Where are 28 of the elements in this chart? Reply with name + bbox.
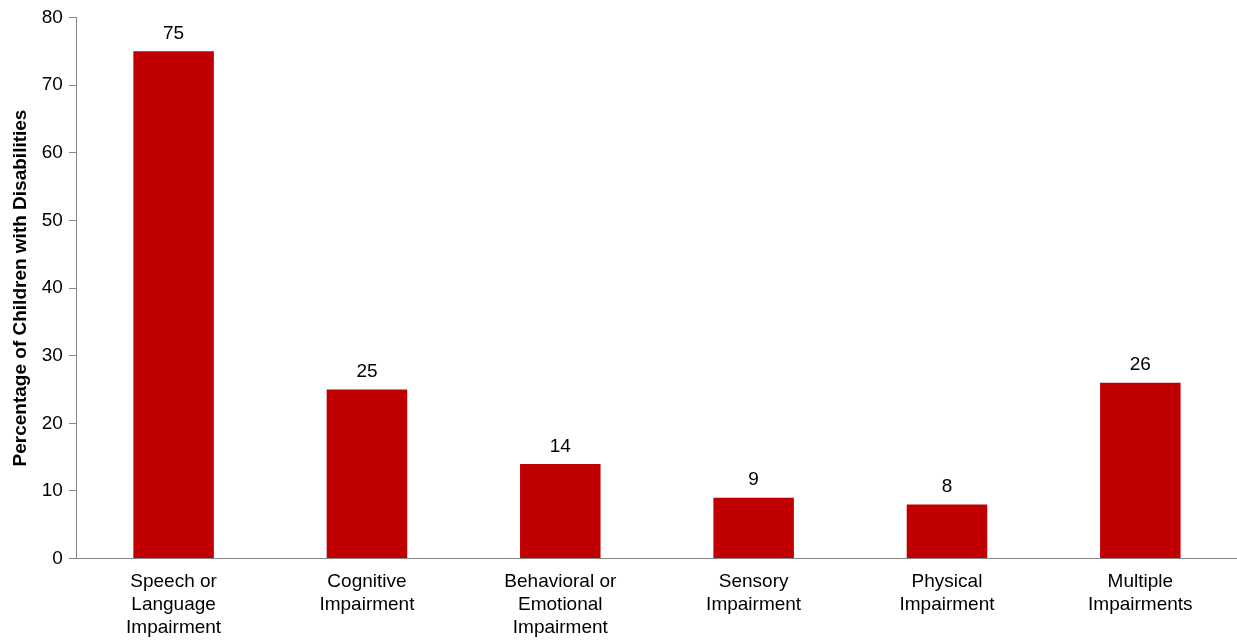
data-label: 14 bbox=[549, 434, 572, 456]
y-axis-title: Percentage of Children with Disabilities bbox=[8, 109, 30, 467]
data-label: 75 bbox=[163, 21, 185, 43]
x-tick-label: Multiple Impairments bbox=[1088, 570, 1193, 615]
y-tick-label: 0 bbox=[52, 546, 63, 568]
y-tick-label: 20 bbox=[41, 411, 63, 433]
data-label: 25 bbox=[356, 360, 378, 382]
bar bbox=[1100, 382, 1181, 559]
data-label: 26 bbox=[1129, 353, 1151, 375]
x-tick-label: Sensory Impairment bbox=[706, 570, 802, 615]
bar bbox=[906, 504, 988, 559]
x-tick-label: Physical Impairment bbox=[899, 570, 996, 615]
x-tick-label: Behavioral or Emotional Impairment bbox=[504, 570, 617, 637]
y-tick-label: 50 bbox=[41, 208, 63, 230]
x-tick-label: Speech or Language Impairment bbox=[126, 570, 222, 637]
y-tick-label: 70 bbox=[41, 73, 63, 95]
y-tick-label: 30 bbox=[41, 343, 63, 365]
x-tick-label: Cognitive Impairment bbox=[319, 570, 416, 615]
bar bbox=[326, 389, 408, 559]
y-tick-label: 80 bbox=[41, 5, 63, 27]
bar bbox=[520, 463, 601, 559]
y-tick-label: 10 bbox=[41, 479, 63, 501]
data-label: 8 bbox=[941, 475, 953, 497]
y-tick-label: 40 bbox=[41, 276, 63, 298]
bar bbox=[133, 51, 214, 559]
y-tick-label: 60 bbox=[41, 140, 63, 162]
data-label: 9 bbox=[748, 468, 759, 490]
bar bbox=[713, 497, 794, 559]
